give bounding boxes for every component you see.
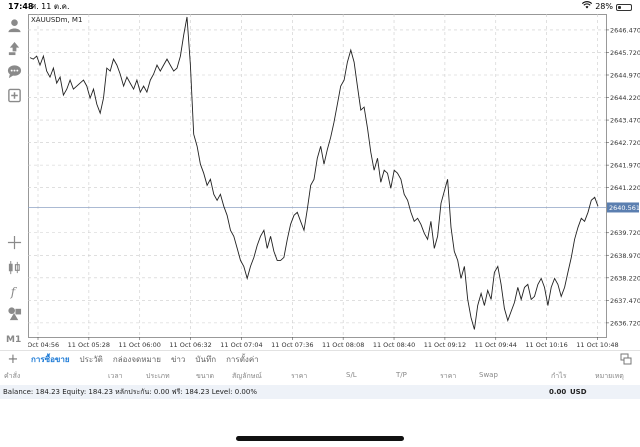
trade-icon[interactable] — [5, 39, 23, 57]
y-tick-label: 2641.220 — [610, 184, 640, 192]
y-tick-label: 2641.970 — [610, 162, 640, 170]
status-bar: 17:48 ศ. 11 ต.ค. 28% — [0, 0, 640, 14]
col-size: ขนาด — [196, 372, 215, 380]
x-tick-label: 11 Oct 08:40 — [373, 341, 415, 349]
status-time: 17:48 — [8, 2, 34, 11]
y-tick-label: 2638.970 — [610, 252, 640, 260]
x-tick-label: 11 Oct 08:08 — [322, 341, 364, 349]
price-series-line — [29, 16, 599, 330]
y-tick-label: 2636.720 — [610, 319, 640, 327]
y-tick-label: 2638.220 — [610, 274, 640, 282]
x-tick-label: 11 Oct 10:16 — [525, 341, 567, 349]
y-tick-label: 2642.720 — [610, 139, 640, 147]
currency-label: USD — [570, 388, 587, 396]
crosshair-icon[interactable] — [5, 233, 23, 251]
col-price: ราคา — [291, 372, 308, 380]
svg-text:f: f — [9, 285, 17, 299]
chart-canvas[interactable]: 2646.470 2645.720 2644.970 2644.220 2643.470… — [28, 14, 640, 350]
current-price-label: 2640.561 — [609, 204, 640, 212]
status-date: ศ. 11 ต.ค. — [31, 2, 70, 11]
y-tick-label: 2645.720 — [610, 49, 640, 57]
y-tick-label: 2646.470 — [610, 26, 640, 34]
tab-news[interactable]: ข่าว — [170, 354, 186, 364]
battery-percent: 28% — [595, 2, 613, 11]
col-tp: T/P — [396, 371, 407, 379]
tab-trade[interactable]: การซื้อขาย — [31, 354, 70, 364]
col-type: ประเภท — [146, 372, 170, 380]
indicators-icon[interactable]: f — [5, 282, 23, 300]
tab-history[interactable]: ประวัติ — [79, 354, 103, 364]
status-right: 28% — [582, 0, 632, 14]
chart-symbol-title: XAUUSDm, M1 — [31, 16, 82, 24]
y-tick-label: 2644.220 — [610, 94, 640, 102]
tab-mailbox[interactable]: กล่องจดหมาย — [112, 354, 161, 364]
positions-table-header: คำสั่ง เวลา ประเภท ขนาด สัญลักษณ์ ราคา S… — [0, 369, 640, 383]
x-tick-label: 11 Oct 09:12 — [424, 341, 466, 349]
col-time: เวลา — [108, 372, 123, 380]
current-price-tag — [607, 202, 639, 213]
x-tick-label: 11 Oct 07:36 — [271, 341, 313, 349]
y-tick-label: 2643.470 — [610, 117, 640, 125]
home-indicator[interactable] — [236, 436, 404, 441]
balance-text: Balance: 184.23 Equity: 184.23 หลักประกั… — [3, 388, 257, 396]
left-toolbar: f M1 — [0, 14, 28, 345]
x-tick-label: 11 Oct 07:04 — [220, 341, 262, 349]
y-tick-label: 2637.470 — [610, 297, 640, 305]
candles-icon[interactable] — [5, 258, 23, 276]
col-price-current: ราคา — [440, 372, 457, 380]
col-symbol: สัญลักษณ์ — [232, 372, 262, 380]
plot-frame — [28, 14, 607, 338]
x-tick-label: 11 Oct 06:32 — [169, 341, 211, 349]
col-swap: Swap — [479, 371, 498, 379]
y-tick-label: 2644.970 — [610, 71, 640, 79]
price-chart[interactable]: 2646.470 2645.720 2644.970 2644.220 2643.470… — [28, 14, 640, 350]
export-icon[interactable] — [620, 353, 632, 365]
tab-journal[interactable]: บันทึก — [195, 354, 217, 364]
col-sl: S/L — [346, 371, 357, 379]
timeframe-label[interactable]: M1 — [6, 335, 22, 345]
add-tab-button[interactable]: + — [7, 351, 19, 367]
x-tick-label: 11 Oct 06:00 — [119, 341, 161, 349]
new-order-icon[interactable] — [5, 86, 23, 104]
terminal-tabs: + การซื้อขาย ประวัติ กล่องจดหมาย ข่าว บั… — [0, 350, 640, 367]
total-profit: 0.00 — [549, 388, 567, 396]
col-profit: กำไร — [551, 372, 567, 380]
x-tick-label: 11 Oct 09:44 — [475, 341, 517, 349]
y-tick-label: 2639.720 — [610, 229, 640, 237]
balance-bar: Balance: 184.23 Equity: 184.23 หลักประกั… — [0, 385, 640, 399]
wifi-icon — [582, 0, 593, 14]
x-tick-label: 11 Oct 05:28 — [68, 341, 110, 349]
chat-icon[interactable] — [5, 62, 23, 80]
account-icon[interactable] — [5, 16, 23, 34]
battery-icon — [616, 3, 632, 11]
x-tick-label: 11 Oct 10:48 — [576, 341, 618, 349]
x-tick-label: 11 Oct 04:56 — [28, 341, 59, 349]
col-order: คำสั่ง — [4, 372, 21, 380]
col-comment: หมายเหตุ — [595, 372, 624, 380]
objects-icon[interactable] — [5, 304, 23, 322]
tab-settings[interactable]: การตั้งค่า — [226, 354, 259, 364]
